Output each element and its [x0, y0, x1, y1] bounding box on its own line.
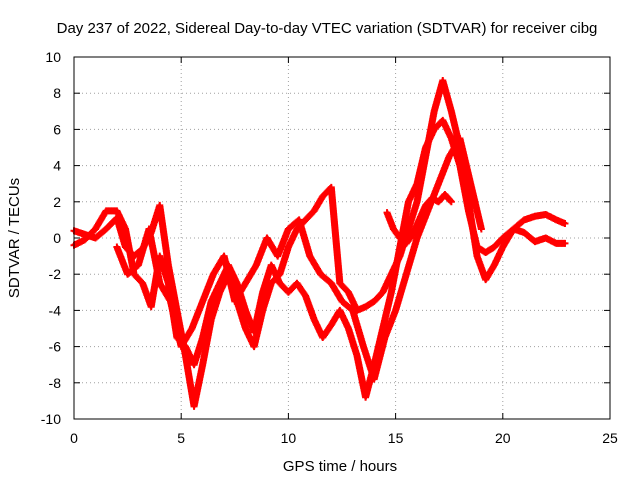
data-point — [561, 239, 569, 247]
y-tick-label: 6 — [53, 121, 61, 137]
y-tick-label: -4 — [49, 302, 62, 318]
x-tick-label: 10 — [281, 430, 297, 446]
data-point — [447, 198, 455, 206]
series-track-b — [70, 116, 569, 401]
y-tick-label: -10 — [41, 411, 61, 427]
series-track-c — [113, 134, 485, 383]
axis-ticks: 0 5 10 15 20 25 -10 -8 -6 -4 -2 0 2 4 6 8 10 — [41, 49, 618, 446]
data-points — [70, 77, 569, 410]
chart-title: Day 237 of 2022, Sidereal Day-to-day VTE… — [57, 20, 598, 37]
x-axis-title: GPS time / hours — [283, 458, 397, 475]
y-tick-label: -8 — [49, 375, 62, 391]
x-tick-label: 25 — [602, 430, 618, 446]
y-axis-title: SDTVAR / TECUs — [6, 178, 23, 298]
y-tick-label: 8 — [53, 85, 61, 101]
x-tick-label: 0 — [70, 430, 78, 446]
x-tick-label: 5 — [177, 430, 185, 446]
y-tick-label: 4 — [53, 158, 61, 174]
data-point — [561, 220, 569, 228]
y-tick-label: 10 — [45, 49, 61, 65]
series-track-d — [383, 191, 455, 247]
y-tick-label: -2 — [49, 266, 62, 282]
data-point — [477, 225, 485, 233]
y-tick-label: 2 — [53, 194, 61, 210]
x-tick-label: 20 — [495, 430, 511, 446]
y-tick-label: -6 — [49, 339, 62, 355]
x-tick-label: 15 — [388, 430, 404, 446]
y-tick-label: 0 — [53, 230, 61, 246]
